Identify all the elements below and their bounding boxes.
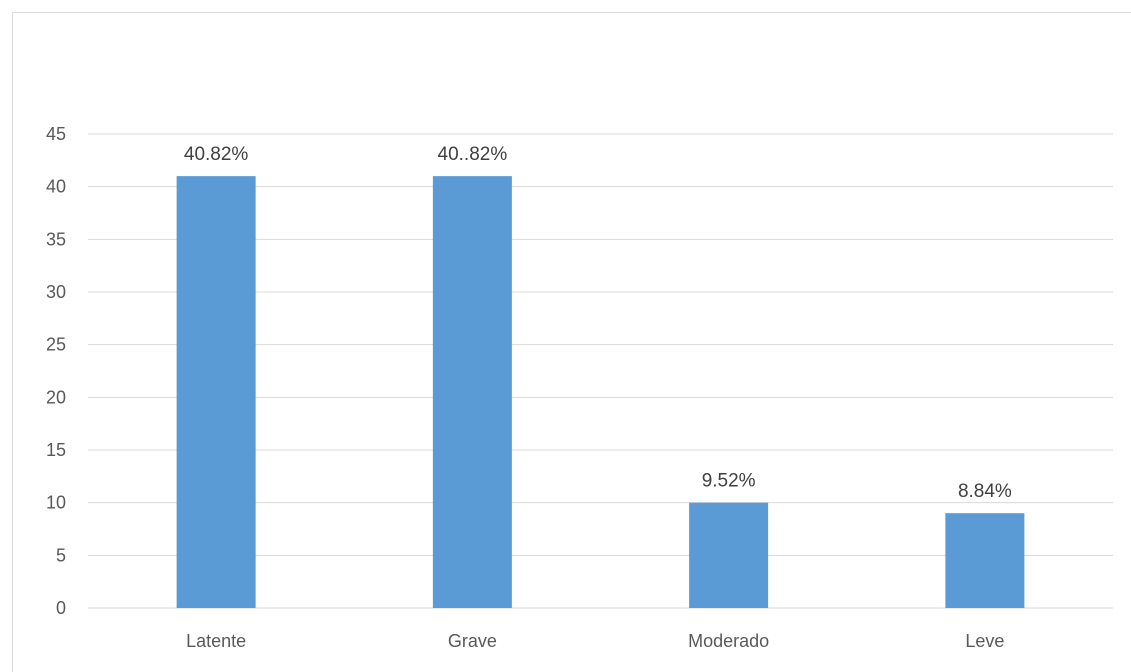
y-tick-label: 20 — [46, 387, 66, 407]
y-tick-label: 25 — [46, 335, 66, 355]
bar — [176, 176, 256, 608]
category-label: Moderado — [688, 631, 769, 651]
y-tick-label: 40 — [46, 177, 66, 197]
bar — [432, 176, 512, 608]
data-label: 8.84% — [958, 481, 1012, 502]
y-tick-label: 10 — [46, 493, 66, 513]
category-label: Leve — [965, 631, 1004, 651]
data-labels: 40.82% 40..82% 9.52% 8.84% — [184, 144, 1012, 502]
bar — [945, 513, 1025, 608]
category-label: Grave — [448, 631, 497, 651]
y-tick-label: 0 — [56, 598, 66, 618]
y-axis-ticks: 0 5 10 15 20 25 30 35 40 45 — [46, 124, 66, 618]
bars — [176, 176, 1025, 608]
gridlines — [88, 133, 1113, 609]
category-label: Latente — [186, 631, 246, 651]
y-tick-label: 30 — [46, 282, 66, 302]
data-label: 40.82% — [184, 144, 249, 165]
y-tick-label: 45 — [46, 124, 66, 144]
data-label: 9.52% — [702, 471, 756, 492]
category-labels: Latente Grave Moderado Leve — [186, 631, 1004, 651]
bar — [689, 502, 769, 608]
y-tick-label: 35 — [46, 229, 66, 249]
data-label: 40..82% — [438, 144, 508, 165]
y-tick-label: 5 — [56, 545, 66, 565]
y-tick-label: 15 — [46, 440, 66, 460]
